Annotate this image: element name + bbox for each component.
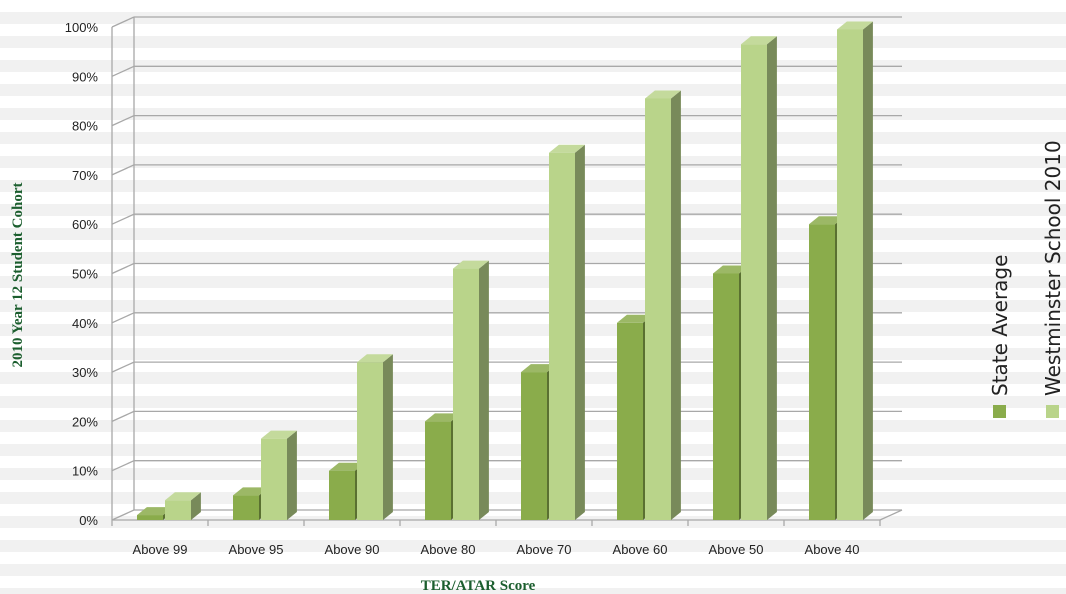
legend-swatch (1046, 405, 1059, 418)
gridline-side (111, 312, 135, 324)
x-axis-title: TER/ATAR Score (421, 578, 536, 594)
legend-item-westminster-school: Westminster School 2010 (1041, 140, 1065, 418)
y-tick-label: 70% (72, 168, 98, 183)
x-tick-label: Above 60 (613, 542, 668, 557)
bar-westminster-school (837, 21, 873, 521)
legend-swatch (993, 405, 1006, 418)
gridline-side (111, 115, 135, 127)
y-tick-label: 0% (79, 513, 98, 528)
gridline-side (111, 65, 135, 77)
y-tick-label: 50% (72, 267, 98, 282)
floor-right-edge (879, 509, 903, 521)
bar-westminster-school (645, 90, 681, 521)
gridline-side (111, 16, 135, 28)
x-tick-label: Above 90 (325, 542, 380, 557)
x-tick-label: Above 50 (709, 542, 764, 557)
y-axis-title: 2010 Year 12 Student Cohort (10, 182, 26, 367)
gridline-side (111, 213, 135, 225)
x-tick-label: Above 99 (133, 542, 188, 557)
bar-westminster-school (741, 36, 777, 520)
y-tick-label: 30% (72, 365, 98, 380)
gridline-side (111, 410, 135, 422)
gridline-side (111, 361, 135, 373)
y-tick-label: 90% (72, 69, 98, 84)
y-tick-label: 10% (72, 464, 98, 479)
x-tick-label: Above 95 (229, 542, 284, 557)
bar-westminster-school (165, 492, 201, 520)
y-tick-label: 40% (72, 316, 98, 331)
bar-westminster-school (357, 354, 393, 520)
x-tick-label: Above 40 (805, 542, 860, 557)
x-tick-label: Above 70 (517, 542, 572, 557)
bar-westminster-school (453, 260, 489, 520)
legend-label: State Average (988, 255, 1012, 396)
y-tick-label: 100% (65, 20, 99, 35)
y-tick-label: 20% (72, 414, 98, 429)
x-tick-label: Above 80 (421, 542, 476, 557)
legend-item-state-average: State Average (988, 255, 1012, 418)
gridline-side (111, 164, 135, 176)
bar-westminster-school (261, 430, 297, 520)
gridline-side (111, 509, 135, 521)
gridline-side (111, 460, 135, 472)
y-tick-label: 80% (72, 119, 98, 134)
legend-label: Westminster School 2010 (1041, 140, 1065, 396)
gridline-side (111, 262, 135, 275)
bar-westminster-school (549, 144, 585, 520)
y-tick-label: 60% (72, 217, 98, 232)
